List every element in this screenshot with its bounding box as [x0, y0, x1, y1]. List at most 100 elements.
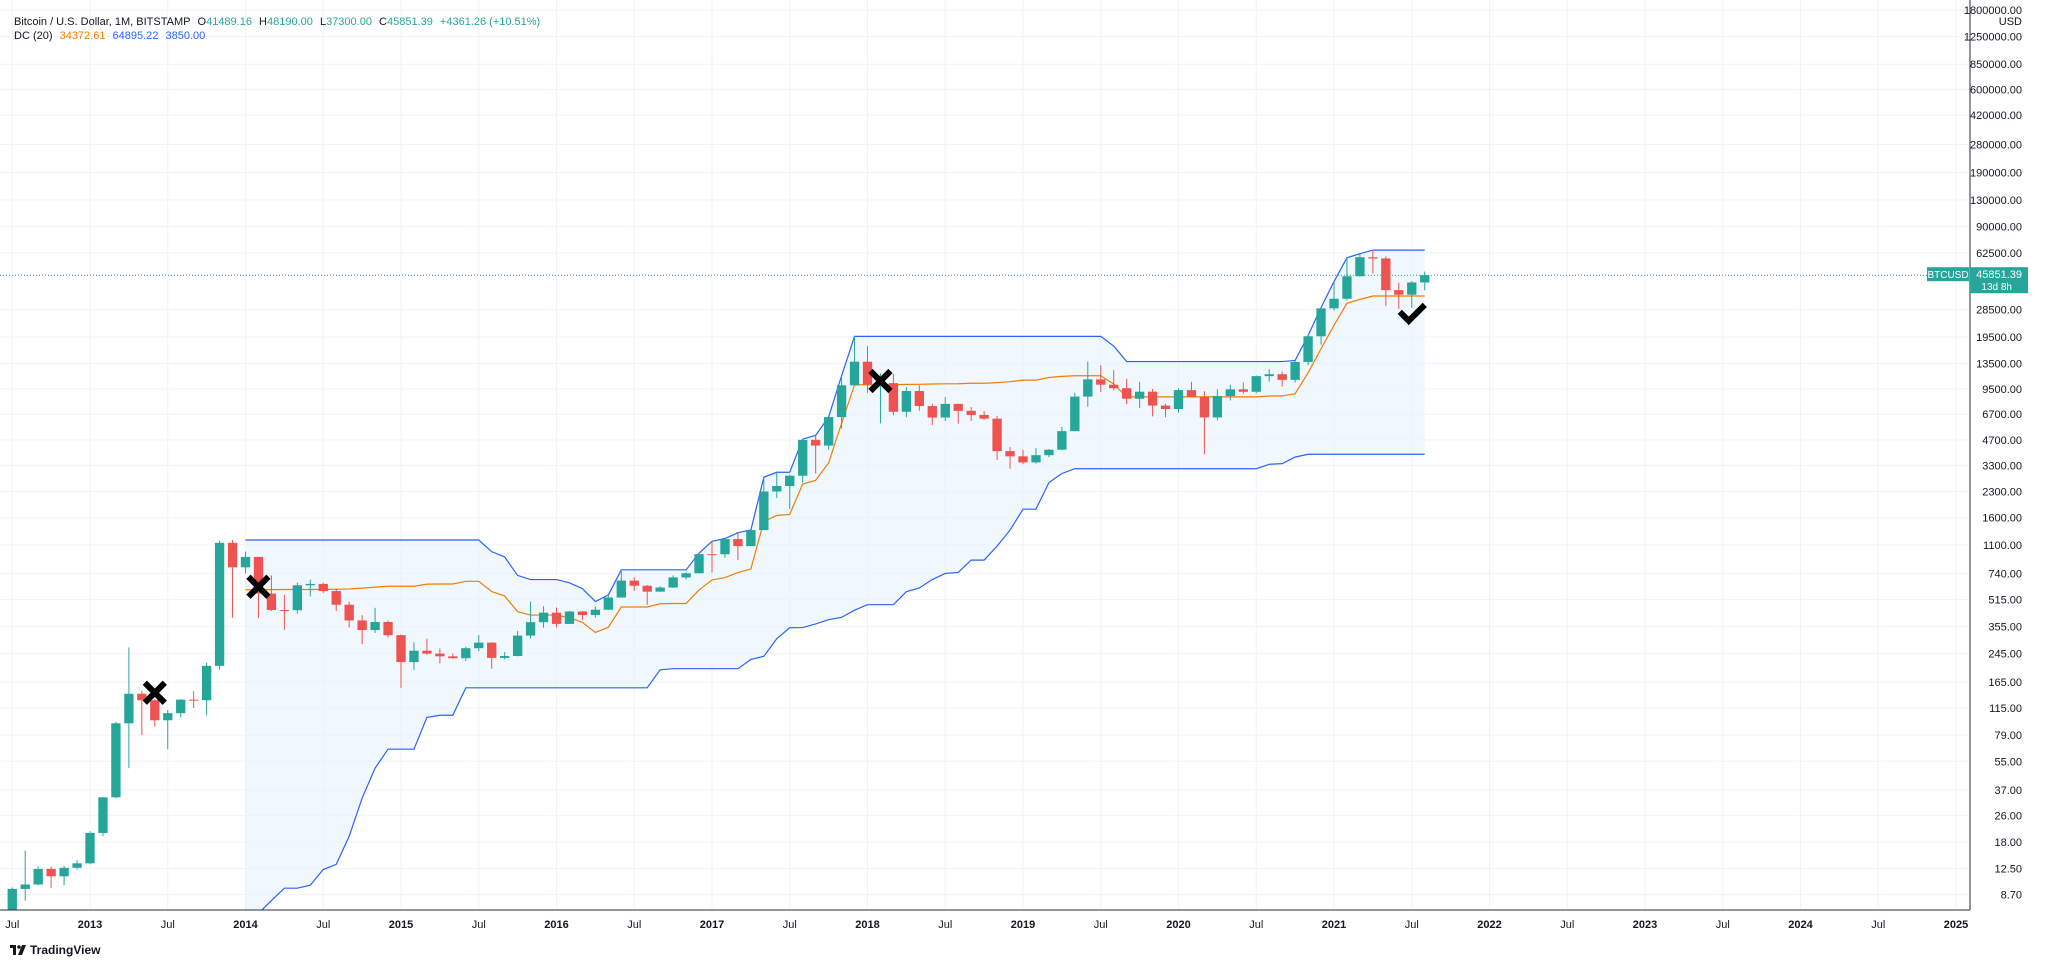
candle-body — [1238, 389, 1248, 392]
candle-body — [1212, 395, 1223, 418]
candle-body — [668, 577, 678, 588]
candle-body — [616, 580, 626, 598]
candle-body — [1005, 451, 1015, 457]
x-tick-label: 2025 — [1944, 919, 1968, 931]
candle-body — [150, 700, 160, 721]
close-value: 45851.39 — [386, 16, 433, 28]
open-label: O — [197, 16, 207, 28]
candle-body — [1122, 388, 1132, 399]
y-tick-label: 515.00 — [1988, 595, 2022, 607]
candle-body — [1342, 276, 1352, 299]
candle-body — [318, 583, 328, 592]
x-tick-label: Jul — [472, 919, 486, 931]
symbol-tag-bg — [1927, 267, 1969, 282]
donchian-basis-line — [245, 295, 1425, 634]
candle-body — [1018, 456, 1028, 463]
candle-body — [966, 410, 976, 415]
y-tick-label: 3300.00 — [1982, 460, 2022, 472]
candle-body — [1290, 361, 1300, 380]
x-tick-label: Jul — [783, 919, 797, 931]
candle-body — [746, 530, 756, 547]
y-tick-label: 130000.00 — [1970, 195, 2022, 207]
time-axis[interactable]: Jul 2013 Jul 2014 Jul 2015 Jul 2016 Jul 2017 Jul 20… — [0, 909, 1970, 931]
candle-body — [785, 475, 795, 487]
price-tag-bg — [1970, 267, 2028, 294]
x-tick-label: Jul — [938, 919, 952, 931]
candle-body — [927, 406, 937, 418]
y-tick-label: 420000.00 — [1970, 110, 2022, 122]
high-value: 48190.00 — [266, 16, 313, 28]
candle-body — [487, 642, 497, 658]
candle-body — [1303, 336, 1313, 362]
candle-body — [189, 699, 199, 701]
y-tick-label: 13500.00 — [1976, 359, 2022, 371]
candle-body — [862, 361, 873, 385]
candle-body — [590, 609, 601, 616]
donchian-lower-line — [261, 453, 1425, 910]
y-tick-label: 1100.00 — [1983, 540, 2022, 552]
x-tick-label: 2022 — [1477, 919, 1501, 931]
candle-body — [849, 361, 860, 386]
y-tick-label: 37.00 — [1994, 785, 2022, 797]
x-tick-label: 2024 — [1788, 919, 1813, 931]
candle-body — [1199, 396, 1210, 418]
y-tick-label: 1250000.00 — [1964, 31, 2022, 43]
cross-mark-icon — [142, 680, 167, 705]
candle-body — [33, 868, 43, 885]
x-tick-label: 2017 — [700, 919, 724, 931]
candle-body — [1225, 389, 1235, 396]
candle-body — [111, 723, 121, 798]
y-tick-label: 245.00 — [1988, 648, 2022, 660]
candle-body — [163, 713, 173, 721]
candle-body — [1186, 390, 1197, 397]
candle-body — [500, 656, 510, 658]
cross-mark-icon — [246, 574, 271, 599]
candle-body — [836, 385, 847, 418]
candle-body — [888, 383, 899, 412]
cross-mark-icon — [868, 368, 893, 394]
candle-body — [474, 642, 484, 649]
candle-body — [1407, 282, 1417, 295]
x-tick-label: Jul — [5, 919, 19, 931]
candle-body — [1070, 396, 1080, 432]
x-tick-label: Jul — [627, 919, 641, 931]
x-tick-label: Jul — [316, 919, 330, 931]
candle-body — [435, 653, 445, 657]
candle-body — [512, 635, 523, 657]
candle-body — [253, 556, 264, 594]
candle-body — [176, 699, 186, 714]
candle-body — [409, 650, 419, 663]
y-tick-label: 740.00 — [1988, 568, 2022, 580]
candle-body — [992, 418, 1002, 452]
candle-body — [1316, 308, 1326, 337]
candle-body — [1083, 379, 1093, 397]
y-tick-label: 190000.00 — [1970, 167, 2022, 179]
y-tick-label: 1600.00 — [1982, 513, 2022, 525]
x-tick-label: 2019 — [1011, 919, 1035, 931]
candle-body — [1420, 275, 1430, 283]
candle-body — [201, 665, 212, 701]
dc-upper-value: 64895.22 — [112, 30, 159, 42]
candle-body — [1109, 384, 1119, 389]
y-tick-label: 1800000.00 — [1964, 5, 2022, 17]
candle-body — [1147, 391, 1158, 406]
y-tick-label: 165.00 — [1988, 677, 2022, 689]
candle-body — [551, 612, 562, 624]
price-axis[interactable]: 8.70 12.50 18.00 26.00 37.00 55.00 79.00 115.00… — [1964, 0, 2022, 910]
tradingview-logo[interactable]: TradingView — [10, 943, 100, 957]
donchian-channel — [245, 249, 1425, 910]
donchian-fill — [245, 250, 1425, 910]
dc-lower-value: 3850.00 — [165, 30, 206, 42]
candle-body — [525, 622, 536, 636]
y-tick-label: 2300.00 — [1982, 486, 2022, 498]
candle-body — [1251, 376, 1261, 392]
candle-body — [7, 888, 17, 910]
candle-body — [811, 439, 821, 446]
dc-basis-value: 34372.61 — [59, 30, 106, 42]
candle-body — [72, 863, 82, 868]
candle-body — [240, 556, 251, 568]
candle-body — [1394, 290, 1404, 295]
x-tick-label: 2016 — [544, 919, 568, 931]
currency-label: USD — [1999, 16, 2022, 28]
